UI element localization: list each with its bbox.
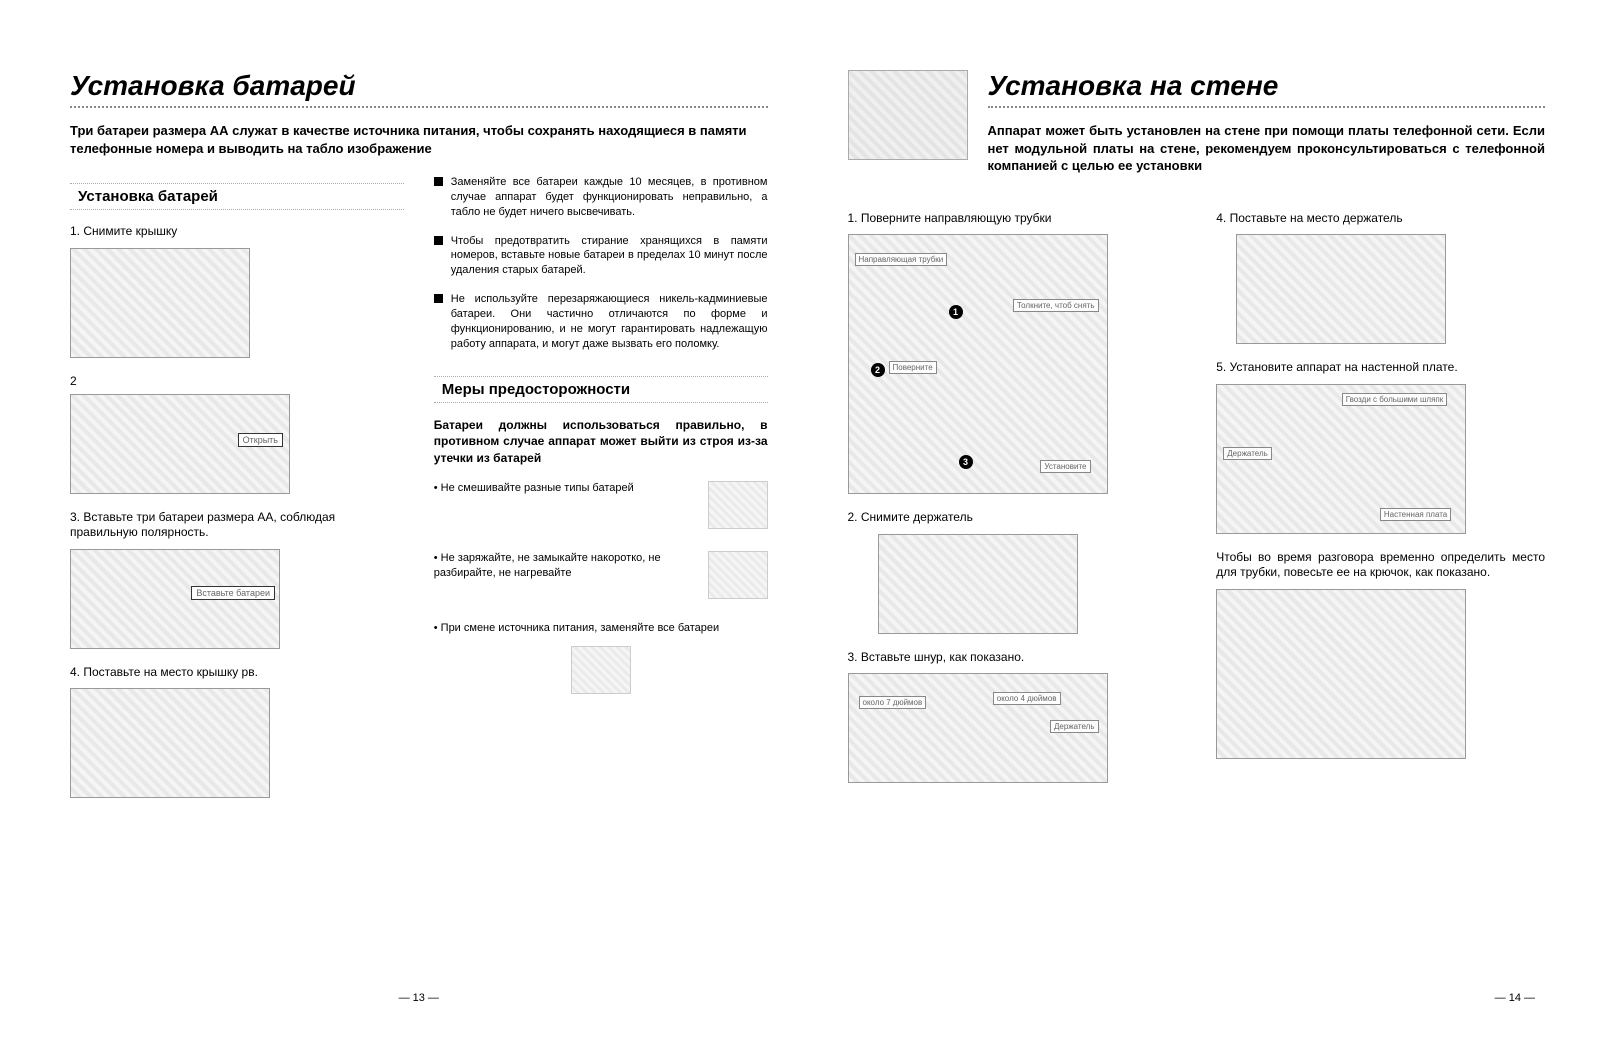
wall-step-4: 4. Поставьте на место держатель bbox=[1216, 211, 1545, 227]
page-13: Установка батарей Три батареи размера АА… bbox=[30, 40, 808, 1014]
content-two-col: Установка батарей 1. Снимите крышку 2 От… bbox=[70, 175, 768, 814]
wall-note-figure bbox=[1216, 589, 1466, 759]
wall-step-5-figure: Гвозди с большими шляпк Держатель Настен… bbox=[1216, 384, 1466, 534]
wall3-label-4in: около 4 дюймов bbox=[993, 692, 1061, 705]
wall-step-1: 1. Поверните направляющую трубки bbox=[848, 211, 1177, 227]
bullet-2-text: Чтобы предотвратить стирание хранящихся … bbox=[451, 234, 768, 279]
bullet-1-text: Заменяйте все батареи каждые 10 месяцев,… bbox=[451, 175, 768, 220]
wall-two-col: 1. Поверните направляющую трубки Направл… bbox=[848, 211, 1546, 800]
wall1-circ-3: 3 bbox=[959, 455, 973, 469]
wall-left-col: 1. Поверните направляющую трубки Направл… bbox=[848, 211, 1177, 800]
wall-step-4-figure bbox=[1236, 234, 1446, 344]
title-underline bbox=[70, 106, 768, 108]
wall-step-3: 3. Вставьте шнур, как показано. bbox=[848, 650, 1177, 666]
wall3-label-holder: Держатель bbox=[1050, 720, 1099, 733]
title-batteries: Установка батарей bbox=[70, 70, 768, 102]
right-header-row: Установка на стене Аппарат может быть ус… bbox=[848, 70, 1546, 193]
step-3-text: 3. Вставьте три батареи размера АА, собл… bbox=[70, 510, 404, 541]
bullet-2: Чтобы предотвратить стирание хранящихся … bbox=[434, 234, 768, 279]
wall-step-2: 2. Снимите держатель bbox=[848, 510, 1177, 526]
bullet-3: Не используйте перезаряжающиеся никель-к… bbox=[434, 292, 768, 351]
step-2-label: Открыть bbox=[238, 433, 283, 447]
precaution-1-figure bbox=[708, 481, 768, 529]
bullet-square-icon bbox=[434, 177, 443, 186]
section-header-install: Установка батарей bbox=[70, 183, 404, 210]
step-2-num: 2 bbox=[70, 374, 404, 388]
wall-step-1-figure: Направляющая трубки 1 Толкните, чтоб сня… bbox=[848, 234, 1108, 494]
page-14: Установка на стене Аппарат может быть ус… bbox=[808, 40, 1586, 1014]
precaution-1-text: • Не смешивайте разные типы батарей bbox=[434, 481, 690, 496]
step-3-label: Вставьте батареи bbox=[191, 586, 275, 600]
title-wall: Установка на стене bbox=[988, 70, 1546, 102]
wall1-label-push: Толкните, чтоб снять bbox=[1013, 299, 1099, 312]
precaution-2-text: • Не заряжайте, не замыкайте накоротко, … bbox=[434, 551, 690, 582]
title-underline-right bbox=[988, 106, 1546, 108]
wall-step-2-figure bbox=[878, 534, 1078, 634]
precaution-lead: Батареи должны использоваться правильно,… bbox=[434, 417, 768, 467]
step-4-figure bbox=[70, 688, 270, 798]
right-title-block: Установка на стене Аппарат может быть ус… bbox=[988, 70, 1546, 193]
precaution-3-text: • При смене источника питания, заменяйте… bbox=[434, 621, 719, 636]
wall-step-5: 5. Установите аппарат на настенной плате… bbox=[1216, 360, 1545, 376]
wall-install-icon bbox=[848, 70, 968, 160]
step-1-figure bbox=[70, 248, 250, 358]
precaution-3: • При смене источника питания, заменяйте… bbox=[434, 621, 768, 694]
wall-step-3-figure: около 7 дюймов около 4 дюймов Держатель bbox=[848, 673, 1108, 783]
intro-batteries: Три батареи размера АА служат в качестве… bbox=[70, 122, 768, 157]
bullet-square-icon bbox=[434, 294, 443, 303]
wall1-label-turn: Поверните bbox=[889, 361, 937, 374]
precaution-1: • Не смешивайте разные типы батарей bbox=[434, 481, 768, 529]
wall5-label-plate: Настенная плата bbox=[1380, 508, 1451, 521]
precaution-3-figure bbox=[571, 646, 631, 694]
wall5-label-holder: Держатель bbox=[1223, 447, 1272, 460]
info-column: Заменяйте все батареи каждые 10 месяцев,… bbox=[434, 175, 768, 814]
step-1-text: 1. Снимите крышку bbox=[70, 224, 404, 240]
wall-right-col: 4. Поставьте на место держатель 5. Устан… bbox=[1216, 211, 1545, 800]
step-3-figure: Вставьте батареи bbox=[70, 549, 280, 649]
step-2-figure: Открыть bbox=[70, 394, 290, 494]
wall1-circ-2: 2 bbox=[871, 363, 885, 377]
wall1-circ-1: 1 bbox=[949, 305, 963, 319]
page-number-14: — 14 — bbox=[1495, 992, 1535, 1004]
section-header-precautions: Меры предосторожности bbox=[434, 376, 768, 403]
bullet-1: Заменяйте все батареи каждые 10 месяцев,… bbox=[434, 175, 768, 220]
step-4-text: 4. Поставьте на место крышку рв. bbox=[70, 665, 404, 681]
wall1-label-guide: Направляющая трубки bbox=[855, 253, 948, 266]
wall3-label-7in: около 7 дюймов bbox=[859, 696, 927, 709]
wall5-label-nails: Гвозди с большими шляпк bbox=[1342, 393, 1448, 406]
steps-column: Установка батарей 1. Снимите крышку 2 От… bbox=[70, 175, 404, 814]
precaution-2-figure bbox=[708, 551, 768, 599]
wall-note: Чтобы во время разговора временно опреде… bbox=[1216, 550, 1545, 581]
bullet-3-text: Не используйте перезаряжающиеся никель-к… bbox=[451, 292, 768, 351]
page-number-13: — 13 — bbox=[399, 992, 439, 1004]
precaution-2: • Не заряжайте, не замыкайте накоротко, … bbox=[434, 551, 768, 599]
intro-wall: Аппарат может быть установлен на стене п… bbox=[988, 122, 1546, 175]
bullet-square-icon bbox=[434, 236, 443, 245]
wall1-label-set: Установите bbox=[1040, 460, 1090, 473]
